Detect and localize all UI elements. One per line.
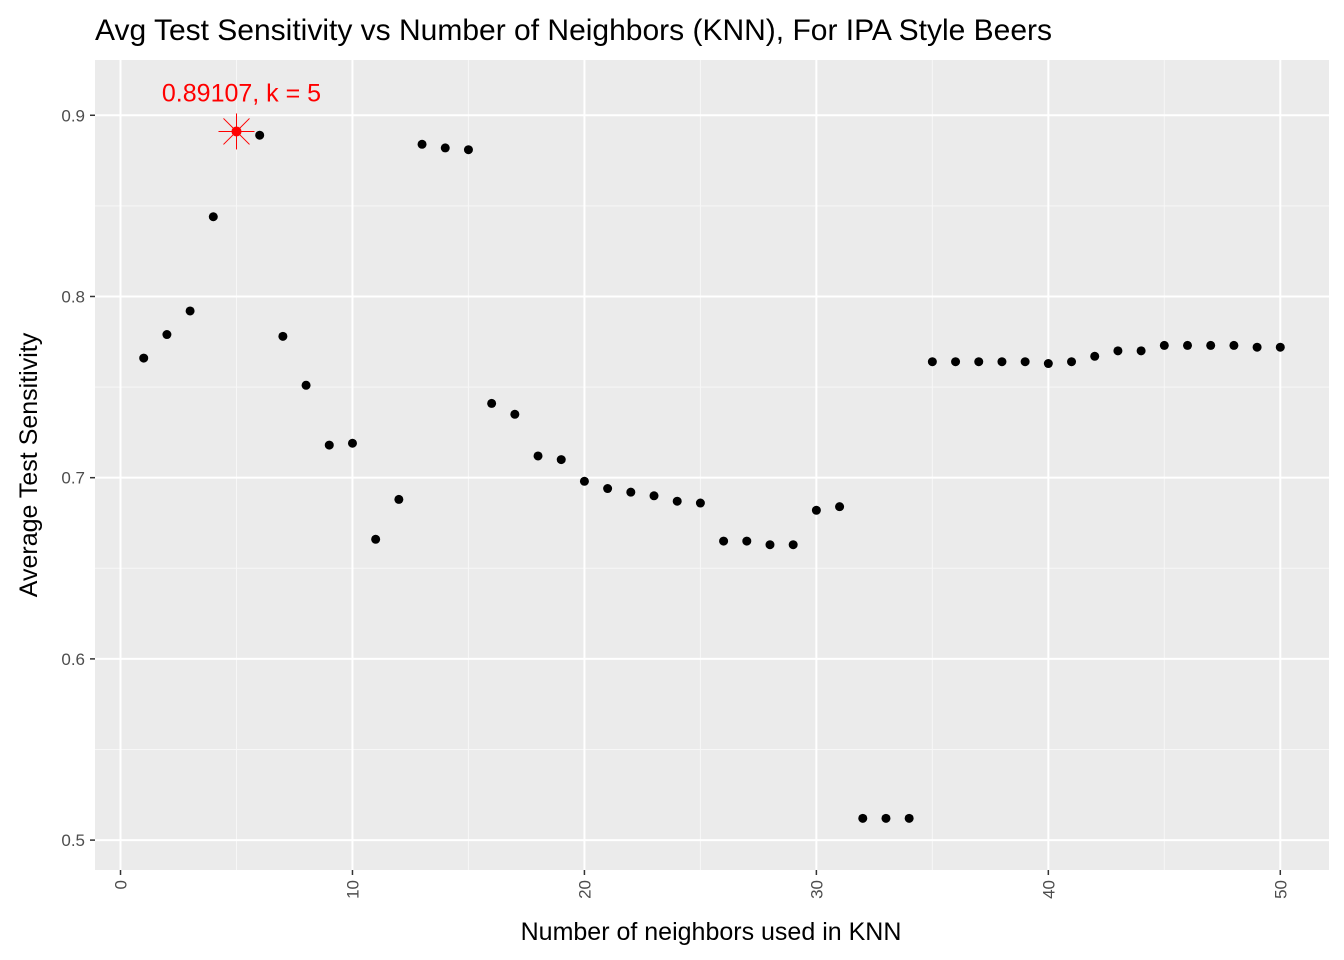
data-point (858, 813, 868, 823)
data-point (1090, 351, 1100, 361)
data-point (301, 380, 311, 390)
x-tick-label: 40 (1039, 880, 1058, 899)
chart-title: Avg Test Sensitivity vs Number of Neighb… (95, 14, 1052, 47)
data-point (185, 306, 195, 316)
data-point (255, 130, 265, 140)
data-point (533, 451, 543, 461)
major-gridlines (95, 60, 1329, 870)
data-point (1206, 340, 1216, 350)
plot-panel (95, 60, 1329, 870)
data-point (1183, 340, 1193, 350)
data-point (695, 498, 705, 508)
data-point (835, 502, 845, 512)
data-point (1113, 346, 1123, 356)
data-point (510, 409, 520, 419)
x-tick-label: 0 (112, 880, 131, 889)
data-point (1067, 357, 1077, 367)
minor-gridlines (95, 60, 1329, 870)
highlight-point (218, 113, 255, 150)
y-axis-title: Average Test Sensitivity (15, 332, 43, 597)
y-tick-label: 0.6 (61, 650, 85, 669)
data-point (278, 331, 288, 341)
data-point (417, 139, 427, 149)
data-point (881, 813, 891, 823)
data-point (974, 357, 984, 367)
data-point (162, 330, 172, 340)
x-tick-label: 20 (575, 880, 594, 899)
data-point (371, 534, 381, 544)
y-tick-label: 0.8 (61, 287, 85, 306)
data-point (1159, 340, 1169, 350)
data-point (742, 536, 752, 546)
data-point (347, 438, 357, 448)
data-point (672, 496, 682, 506)
data-point (1252, 342, 1262, 352)
y-axis: 0.5 0.6 0.7 0.8 0.9 (61, 106, 95, 850)
x-axis: 0 10 20 30 40 50 (112, 870, 1290, 899)
data-point (1020, 357, 1030, 367)
data-point (765, 540, 775, 550)
data-point (626, 487, 636, 497)
data-point (603, 484, 613, 494)
y-tick-label: 0.9 (61, 106, 85, 125)
data-point (719, 536, 729, 546)
data-point (1043, 359, 1053, 369)
y-tick-label: 0.7 (61, 469, 85, 488)
x-tick-label: 50 (1271, 880, 1290, 899)
x-axis-title: Number of neighbors used in KNN (521, 918, 902, 946)
data-points (139, 126, 1285, 823)
highlight-point-marker (231, 126, 242, 137)
data-point (904, 813, 914, 823)
data-point (487, 398, 497, 408)
y-tick-label: 0.5 (61, 831, 85, 850)
data-point (788, 540, 798, 550)
data-point (997, 357, 1007, 367)
data-point (579, 476, 589, 486)
data-point (1136, 346, 1146, 356)
data-point (139, 353, 149, 363)
data-point (811, 505, 821, 515)
data-point (208, 212, 218, 222)
data-point (927, 357, 937, 367)
x-tick-label: 30 (807, 880, 826, 899)
data-point (1275, 342, 1285, 352)
data-point (1229, 340, 1239, 350)
highlight-annotation: 0.89107, k = 5 (162, 79, 321, 107)
data-point (951, 357, 961, 367)
x-tick-label: 10 (343, 880, 362, 899)
data-point (440, 143, 450, 153)
data-point (556, 455, 566, 465)
data-point (394, 494, 404, 504)
data-point (649, 491, 659, 501)
data-point (463, 145, 473, 155)
data-point (324, 440, 334, 450)
